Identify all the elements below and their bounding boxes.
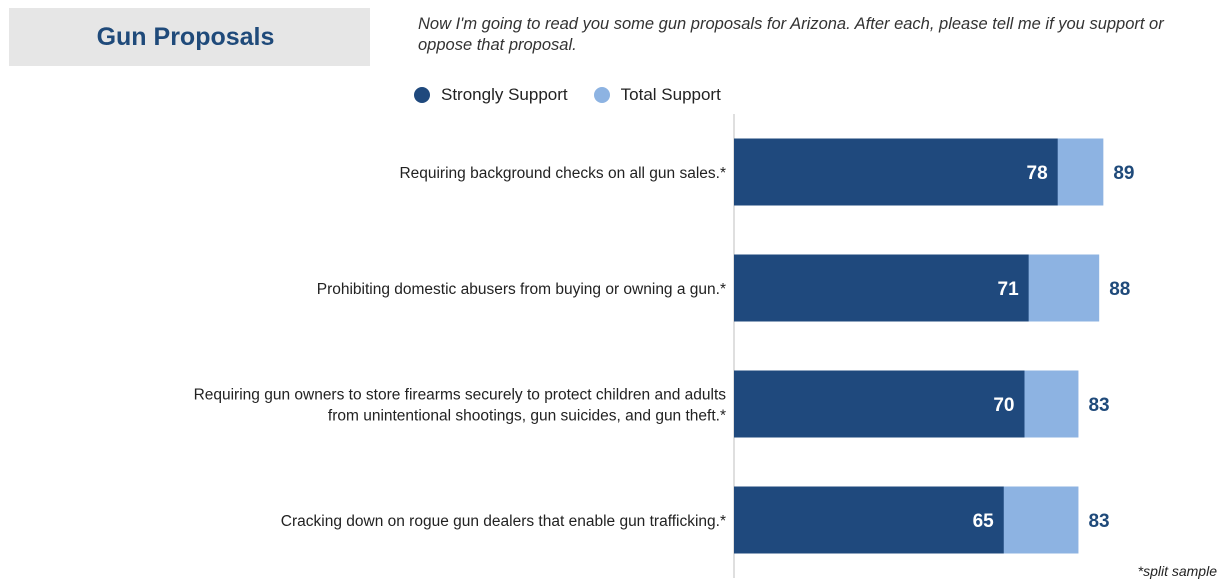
legend-swatch-total-support [593,87,610,103]
data-label-strongly-support: 70 [993,395,1014,416]
legend-label-strongly-support: Strongly Support [441,85,568,104]
category-label: Requiring background checks on all gun s… [399,165,726,182]
data-label-total-support: 83 [1088,395,1109,416]
legend-item-strongly-support: Strongly Support [414,85,568,105]
category-label: Requiring gun owners to store firearms s… [194,387,727,404]
category-label: Prohibiting domestic abusers from buying… [317,281,726,298]
category-label: Cracking down on rogue gun dealers that … [281,513,726,530]
chart-legend: Strongly Support Total Support [414,84,747,106]
bar-strongly-support [734,254,1029,322]
bar-strongly-support [734,486,1004,554]
data-label-strongly-support: 65 [973,511,995,532]
page-title: Gun Proposals [96,22,275,51]
data-label-total-support: 88 [1109,279,1130,300]
bar-strongly-support [734,138,1058,206]
category-label: from unintentional shootings, gun suicid… [328,408,726,425]
legend-label-total-support: Total Support [620,85,721,104]
data-label-total-support: 89 [1113,163,1134,184]
footnote: *split sample [1137,563,1217,579]
data-label-total-support: 83 [1088,511,1109,532]
bar-strongly-support [734,370,1025,438]
data-label-strongly-support: 78 [1027,163,1048,184]
data-label-strongly-support: 71 [998,279,1020,300]
legend-item-total-support: Total Support [593,85,721,105]
question-text: Now I'm going to read you some gun propo… [418,15,1164,54]
title-box: Gun Proposals [9,8,370,66]
legend-swatch-strongly-support [414,87,430,103]
